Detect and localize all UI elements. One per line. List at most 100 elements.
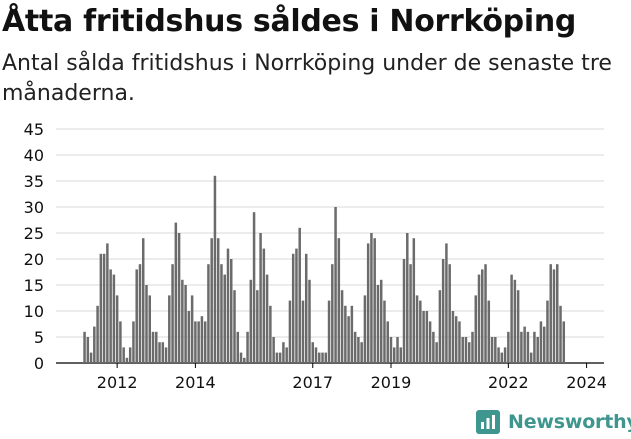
- y-tick-label: 5: [34, 328, 44, 347]
- bar: [334, 207, 337, 363]
- bar: [484, 264, 487, 363]
- bar: [438, 290, 442, 363]
- newsworthy-logo: Newsworthy: [476, 409, 631, 435]
- bar: [106, 243, 109, 363]
- bar-chart: 0 5 10 15 20 25 30 35 40 45 8 2012 2014 2017 2019 2022…: [24, 112, 617, 392]
- bar: [285, 347, 288, 363]
- bar: [412, 238, 416, 363]
- bar: [542, 326, 546, 363]
- bar: [419, 300, 422, 363]
- x-tick-label: 2017: [292, 373, 333, 392]
- bar: [435, 342, 438, 363]
- bar: [448, 264, 451, 363]
- bar: [265, 274, 269, 363]
- bar: [226, 248, 230, 363]
- bar: [275, 352, 279, 363]
- bar: [184, 285, 187, 363]
- bar: [164, 347, 168, 363]
- bar: [552, 269, 556, 363]
- bar: [311, 342, 314, 363]
- bar: [236, 331, 240, 363]
- bar: [461, 337, 464, 363]
- page-title: Åtta fritidshus såldes i Norrköping: [2, 4, 577, 39]
- bar: [288, 300, 292, 363]
- bar: [207, 264, 210, 363]
- bar: [125, 357, 129, 363]
- x-tick-label: 2022: [488, 373, 529, 392]
- bar: [181, 279, 184, 363]
- bar: [158, 342, 161, 363]
- bar: [422, 311, 425, 363]
- bar: [494, 337, 497, 363]
- bar: [357, 337, 360, 363]
- bar: [386, 321, 389, 363]
- bar: [533, 331, 536, 363]
- bar: [200, 316, 204, 363]
- bar: [383, 300, 386, 363]
- bar: [148, 295, 151, 363]
- bar: [373, 238, 376, 363]
- bar: [559, 305, 562, 363]
- bar: [513, 279, 517, 363]
- bar: [458, 321, 461, 363]
- bar: [233, 290, 236, 363]
- y-tick-label: 15: [24, 276, 44, 295]
- bar: [220, 264, 223, 363]
- bar: [539, 321, 543, 363]
- bar: [516, 290, 520, 363]
- highlight-data-label: 8: [604, 112, 615, 117]
- bar: [366, 243, 370, 363]
- bar: [471, 331, 474, 363]
- brand-name: Newsworthy: [508, 411, 631, 433]
- x-tick-label: 2019: [371, 373, 412, 392]
- bar: [376, 285, 380, 363]
- y-tick-label: 10: [24, 302, 44, 321]
- bar: [363, 295, 367, 363]
- bar: [256, 290, 259, 363]
- bar: [464, 337, 468, 363]
- x-tick-label: 2014: [175, 373, 216, 392]
- bar: [151, 331, 155, 363]
- bar: [115, 295, 119, 363]
- bar: [474, 295, 477, 363]
- bar: [467, 342, 471, 363]
- bar: [190, 295, 194, 363]
- bar: [500, 352, 504, 363]
- bar: [132, 321, 135, 363]
- bar: [425, 311, 429, 363]
- bar: [99, 253, 103, 363]
- bar: [203, 321, 207, 363]
- bar: [109, 269, 112, 363]
- bar: [396, 337, 399, 363]
- x-tick-label: 2012: [97, 373, 138, 392]
- bar: [360, 342, 363, 363]
- bar: [122, 347, 125, 363]
- bar: [379, 279, 383, 363]
- bar: [194, 321, 197, 363]
- bar: [318, 352, 321, 363]
- bar: [278, 352, 282, 363]
- bar: [451, 311, 455, 363]
- bar: [155, 331, 158, 363]
- bar: [490, 337, 494, 363]
- bar: [454, 316, 458, 363]
- bar: [536, 337, 539, 363]
- bar: [96, 305, 99, 363]
- bar: [507, 331, 510, 363]
- bar: [510, 274, 513, 363]
- bar: [562, 321, 566, 363]
- y-tick-label: 20: [24, 250, 44, 269]
- bar: [223, 274, 226, 363]
- bar: [370, 233, 373, 363]
- bar: [409, 264, 412, 363]
- bar: [350, 305, 354, 363]
- bar: [347, 316, 350, 363]
- page-subtitle: Antal sålda fritidshus i Norrköping unde…: [2, 51, 612, 106]
- bar: [213, 175, 217, 363]
- bar: [321, 352, 324, 363]
- bar: [402, 259, 406, 363]
- bar: [529, 352, 533, 363]
- bar: [324, 352, 328, 363]
- y-tick-label: 40: [24, 146, 44, 165]
- bar: [415, 295, 419, 363]
